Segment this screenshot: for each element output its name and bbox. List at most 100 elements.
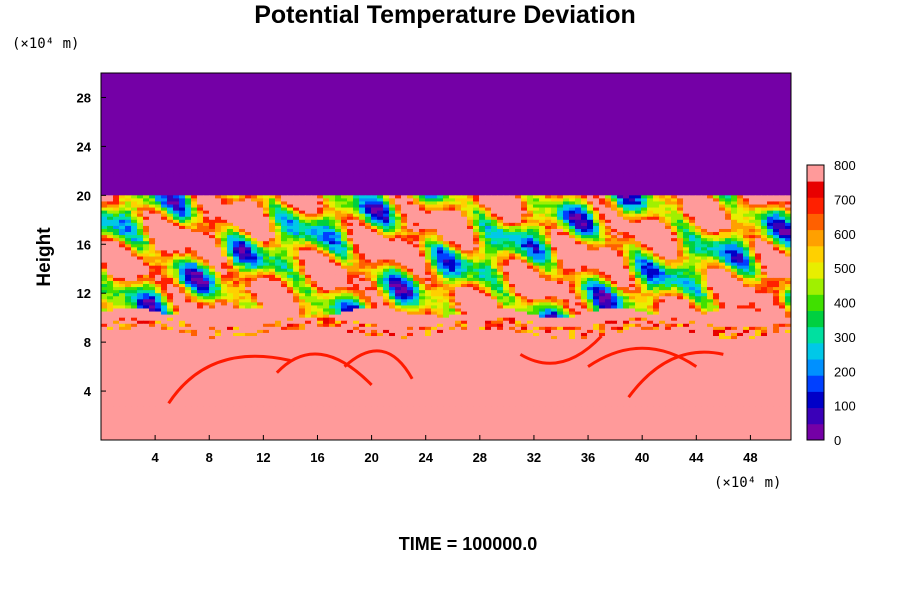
heatmap-cell	[419, 167, 426, 172]
heatmap-cell	[779, 112, 786, 117]
heatmap-cell	[455, 146, 462, 151]
heatmap-cell	[713, 118, 720, 123]
heatmap-cell	[551, 192, 558, 196]
heatmap-cell	[395, 137, 402, 141]
heatmap-cell	[671, 134, 678, 138]
heatmap-cell	[575, 161, 582, 166]
heatmap-cell	[173, 115, 180, 120]
heatmap-cell	[245, 82, 252, 86]
heatmap-cell	[251, 167, 258, 172]
heatmap-cell	[713, 192, 720, 196]
heatmap-cell	[329, 170, 336, 175]
heatmap-cell	[701, 115, 708, 120]
heatmap-cell	[581, 121, 588, 126]
heatmap-cell	[395, 100, 402, 105]
heatmap-cell	[179, 195, 186, 199]
heatmap-cell	[101, 186, 108, 190]
heatmap-cell	[671, 76, 678, 80]
heatmap-cell	[617, 137, 624, 141]
heatmap-cell	[587, 76, 594, 80]
heatmap-cell	[341, 128, 348, 132]
heatmap-cell	[467, 82, 474, 86]
heatmap-cell	[167, 164, 174, 169]
heatmap-cell	[431, 137, 438, 141]
heatmap-cell	[455, 180, 462, 184]
heatmap-cell	[545, 189, 552, 193]
heatmap-cell	[749, 149, 756, 154]
heatmap-cell	[335, 164, 342, 169]
heatmap-cell	[659, 201, 666, 206]
heatmap-cell	[599, 94, 606, 99]
heatmap-cell	[359, 189, 366, 193]
heatmap-cell	[707, 103, 714, 108]
heatmap-cell	[557, 137, 564, 141]
heatmap-cell	[167, 97, 174, 102]
heatmap-cell	[359, 186, 366, 190]
heatmap-cell	[461, 198, 468, 203]
heatmap-cell	[203, 112, 210, 117]
heatmap-cell	[527, 201, 534, 206]
heatmap-cell	[227, 149, 234, 154]
heatmap-cell	[179, 140, 186, 144]
heatmap-cell	[701, 164, 708, 169]
heatmap-cell	[443, 94, 450, 99]
heatmap-cell	[329, 128, 336, 132]
heatmap-cell	[551, 76, 558, 80]
heatmap-cell	[455, 161, 462, 166]
heatmap-cell	[575, 82, 582, 86]
heatmap-cell	[173, 149, 180, 154]
heatmap-cell	[503, 131, 510, 135]
heatmap-cell	[701, 76, 708, 80]
heatmap-cell	[215, 146, 222, 151]
heatmap-cell	[749, 161, 756, 166]
heatmap-cell	[191, 204, 198, 209]
heatmap-cell	[263, 79, 270, 83]
heatmap-cell	[245, 112, 252, 117]
heatmap-cell	[629, 161, 636, 166]
heatmap-cell	[491, 186, 498, 190]
heatmap-cell	[317, 85, 324, 89]
heatmap-cell	[539, 88, 546, 92]
heatmap-cell	[515, 198, 522, 203]
heatmap-cell	[419, 79, 426, 83]
heatmap-cell	[689, 152, 696, 157]
heatmap-cell	[551, 112, 558, 117]
heatmap-cell	[617, 189, 624, 193]
heatmap-cell	[431, 186, 438, 190]
heatmap-cell	[131, 186, 138, 190]
heatmap-cell	[515, 140, 522, 144]
heatmap-cell	[701, 73, 708, 77]
heatmap-cell	[587, 140, 594, 144]
heatmap-cell	[119, 124, 126, 129]
heatmap-cell	[773, 91, 780, 96]
heatmap-cell	[767, 106, 774, 111]
heatmap-cell	[779, 155, 786, 160]
heatmap-cell	[383, 137, 390, 141]
heatmap-cell	[647, 176, 654, 181]
heatmap-cell	[419, 97, 426, 102]
heatmap-cell	[341, 85, 348, 89]
heatmap-cell	[161, 140, 168, 144]
heatmap-cell	[245, 94, 252, 99]
heatmap-cell	[353, 143, 360, 147]
heatmap-cell	[659, 183, 666, 187]
heatmap-cell	[473, 146, 480, 151]
heatmap-cell	[497, 115, 504, 120]
heatmap-cell	[227, 161, 234, 166]
heatmap-cell	[311, 167, 318, 172]
heatmap-cell	[221, 134, 228, 138]
heatmap-cell	[455, 173, 462, 178]
heatmap-cell	[155, 173, 162, 178]
heatmap-cell	[623, 189, 630, 193]
heatmap-cell	[377, 115, 384, 120]
heatmap-cell	[491, 140, 498, 144]
heatmap-cell	[209, 91, 216, 96]
heatmap-cell	[119, 109, 126, 114]
heatmap-cell	[749, 73, 756, 77]
heatmap-cell	[593, 164, 600, 169]
heatmap-cell	[785, 124, 791, 129]
heatmap-cell	[503, 149, 510, 154]
heatmap-cell	[509, 152, 516, 157]
heatmap-cell	[749, 164, 756, 169]
heatmap-cell	[227, 186, 234, 190]
